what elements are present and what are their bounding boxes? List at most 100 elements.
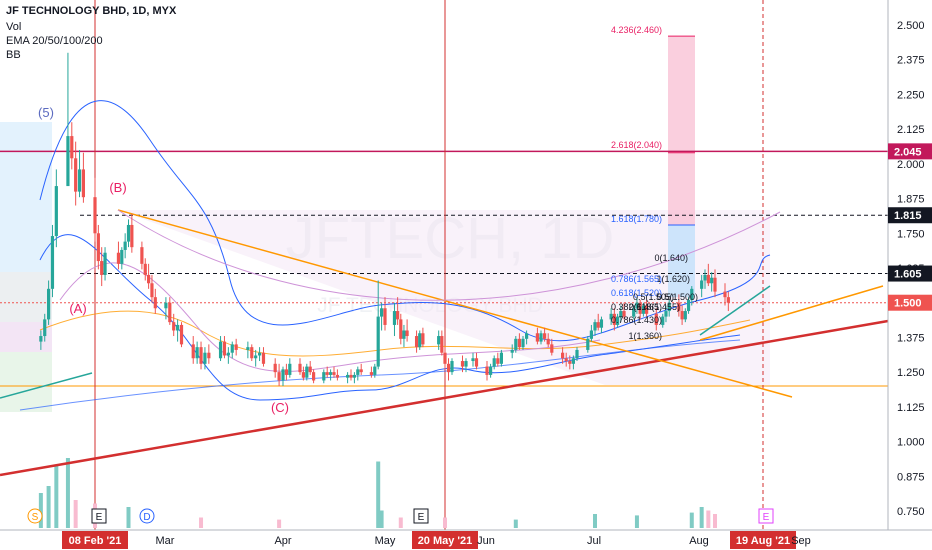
candle-body-110 [599, 319, 604, 328]
bb-indicator-label[interactable]: BB [6, 49, 21, 61]
ema-indicator-label[interactable]: EMA 20/50/100/200 [6, 35, 103, 47]
fib-label-12: 1(1.360) [628, 331, 662, 341]
candle-body-85 [474, 358, 479, 367]
event-marker-1 [91, 508, 107, 524]
candle-body-16 [123, 241, 127, 250]
candle-body-35 [222, 341, 227, 356]
volume-bar-0 [38, 493, 43, 528]
candle-body-63 [359, 369, 363, 373]
ema-100 [39, 310, 751, 357]
candle-body-3 [50, 236, 55, 289]
y-tick-label-0: 2.500 [897, 20, 925, 32]
volume-bar-16 [689, 512, 694, 528]
x-tick-label-1: Mar [156, 535, 175, 547]
x-tick-label-9: Sep [791, 535, 811, 547]
vol-indicator-label[interactable]: Vol [6, 21, 22, 33]
chart-title: JF TECHNOLOGY BHD, 1D, MYX [6, 5, 177, 17]
candle-body-41 [254, 355, 258, 359]
candle-body-18 [130, 224, 134, 248]
candle-body-37 [230, 344, 234, 353]
volume-bar-8 [277, 519, 282, 528]
candle-body-76 [421, 333, 425, 345]
candle-body-82 [460, 361, 465, 367]
candle-body-13 [103, 252, 107, 275]
x-tick-highlight-4 [412, 531, 478, 549]
candle-body-115 [622, 311, 626, 317]
candle-body-33 [207, 352, 211, 359]
x-tick-label-2: Apr [274, 535, 291, 547]
candle-body-133 [710, 277, 714, 284]
candle-body-72 [402, 330, 406, 339]
candle-body-59 [346, 374, 350, 378]
candle-body-21 [147, 274, 151, 284]
candle-body-77 [437, 336, 441, 345]
candle-body-123 [664, 311, 668, 317]
event-marker-4 [758, 508, 774, 524]
event-marker-2 [139, 508, 155, 524]
fib-label-8: 0.5(1.500) [657, 292, 698, 302]
candle-body-57 [332, 372, 336, 375]
x-tick-label-3: May [375, 535, 396, 547]
candle-body-58 [335, 374, 339, 378]
candle-body-136 [726, 297, 730, 303]
candle-body-39 [246, 347, 250, 350]
candle-body-12 [100, 261, 104, 275]
ema-200 [19, 339, 741, 411]
volume-bar-12 [443, 517, 447, 528]
trendline-green-up [699, 285, 771, 336]
volume-bar-13 [513, 519, 518, 528]
volume-bar-4 [73, 500, 78, 528]
candle-body-79 [443, 352, 447, 364]
price-tag-text-0: 2.045 [894, 146, 922, 158]
candle-body-60 [349, 374, 353, 378]
candle-body-108 [593, 322, 597, 331]
y-tick-label-3: 2.125 [897, 124, 925, 136]
candle-body-101 [561, 352, 565, 359]
candle-body-27 [176, 324, 180, 331]
fib-label-3: 0(1.640) [654, 253, 688, 263]
volume-bar-14 [593, 514, 597, 528]
y-tick-label-12: 1.000 [897, 437, 925, 449]
candle-body-89 [496, 358, 500, 364]
candle-body-43 [261, 352, 266, 364]
candle-body-47 [284, 369, 288, 375]
price-tag-text-1: 1.815 [894, 210, 922, 222]
arc-curve [117, 209, 781, 301]
candle-body-105 [575, 349, 579, 359]
candle-body-96 [535, 333, 539, 342]
candle-body-34 [218, 341, 223, 359]
candle-body-46 [281, 369, 285, 381]
candle-body-15 [120, 249, 124, 264]
candle-body-90 [499, 352, 503, 364]
candle-body-125 [677, 302, 681, 312]
x-tick-label-8: 19 Aug '21 [736, 535, 790, 547]
event-marker-text-3: E [418, 512, 425, 523]
candle-body-32 [203, 352, 207, 364]
event-marker-text-4: E [763, 512, 770, 523]
volume-bar-9 [376, 461, 381, 528]
fib-label-5: 0.786(1.565) [611, 274, 662, 284]
candle-body-19 [140, 247, 144, 264]
bb-lower [39, 234, 741, 401]
volume-bar-1 [46, 486, 51, 528]
fib-label-2: 1.618(1.780) [611, 214, 662, 224]
price-tag-2 [888, 265, 932, 282]
candle-body-48 [288, 363, 292, 375]
y-tick-label-2: 2.250 [897, 89, 925, 101]
x-tick-label-4: 20 May '21 [418, 535, 473, 547]
candle-body-122 [661, 316, 665, 325]
candle-body-124 [667, 302, 671, 312]
price-tag-3 [888, 294, 932, 311]
candle-body-93 [517, 338, 521, 348]
candle-body-50 [301, 372, 305, 378]
y-tick-label-5: 1.875 [897, 194, 925, 206]
candle-body-114 [619, 311, 623, 317]
candle-body-65 [373, 366, 377, 375]
y-tick-label-10: 1.250 [897, 367, 925, 379]
candle-body-97 [539, 333, 543, 342]
candle-body-134 [713, 277, 717, 292]
candle-body-42 [257, 352, 262, 356]
price-tag-text-2: 1.605 [894, 269, 922, 281]
candle-body-78 [440, 336, 444, 353]
